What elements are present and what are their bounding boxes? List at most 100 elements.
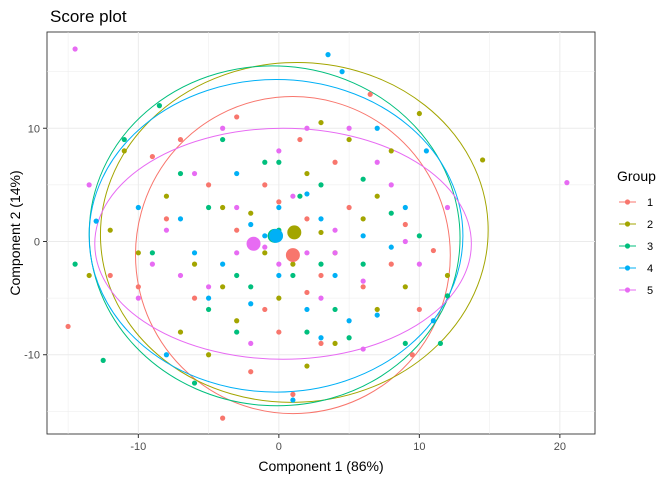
point-group-1 [234,227,240,233]
ellipse-group-1 [135,96,451,415]
legend-title: Group [617,168,656,184]
point-group-3 [121,136,127,143]
point-group-5 [360,278,366,284]
point-group-2 [177,329,184,335]
point-group-3 [402,340,408,347]
point-group-3 [220,136,226,143]
point-group-1 [276,329,282,335]
point-group-2 [191,261,198,267]
legend-label-5: 5 [647,285,653,297]
point-group-4 [388,244,394,250]
y-tick-label: 10 [28,123,40,135]
point-group-4 [234,170,240,177]
point-group-2 [479,157,486,163]
point-group-5 [444,204,451,211]
point-group-1 [318,272,324,279]
ellipse-group-2 [99,62,489,403]
point-group-4 [374,312,380,318]
point-group-4 [248,221,254,228]
point-group-4 [177,216,184,222]
point-group-2 [402,284,408,290]
axes: -10 0 10 20 -10 0 10 [24,123,566,453]
data-points [65,46,570,421]
point-group-3 [234,329,240,335]
point-group-2 [304,363,310,369]
point-group-5 [374,159,380,165]
point-group-1 [388,261,394,267]
point-group-1 [163,216,170,222]
point-group-5 [191,170,198,177]
point-group-1 [416,306,422,313]
point-group-2 [262,250,268,256]
point-group-4 [423,148,429,154]
point-group-3 [360,176,366,182]
confidence-ellipses [88,62,489,415]
legend-label-4: 4 [647,263,653,275]
point-group-3 [248,284,254,290]
legend-key-point-4 [624,265,631,271]
point-group-3 [177,170,184,177]
point-group-1 [318,340,324,347]
point-group-4 [402,204,408,211]
point-group-2 [444,272,451,279]
point-group-2 [121,148,127,154]
legend-key-point-2 [624,221,631,227]
point-group-2 [416,110,422,117]
ellipse-group-5 [94,127,472,360]
point-group-4 [290,397,296,403]
point-group-2 [163,193,170,199]
point-group-4 [248,301,254,307]
group-means [246,225,302,263]
point-group-3 [332,306,338,313]
point-group-4 [360,233,366,239]
point-group-3 [290,272,296,279]
point-group-5 [72,46,78,52]
point-group-1 [248,369,254,375]
point-group-1 [220,415,226,421]
point-group-1 [409,352,415,358]
point-group-5 [86,182,92,188]
point-group-4 [220,261,226,267]
point-group-2 [374,306,380,313]
point-group-5 [564,180,570,186]
point-group-5 [346,125,352,131]
mean-group-5 [246,236,261,251]
point-group-2 [205,352,212,358]
point-group-5 [304,125,310,131]
point-group-3 [444,293,451,299]
point-group-5 [360,346,366,352]
point-group-3 [262,159,268,165]
legend-label-3: 3 [647,241,653,253]
point-group-4 [318,335,324,341]
point-group-3 [191,380,198,386]
point-group-3 [156,103,163,109]
point-group-4 [318,216,324,222]
point-group-1 [262,306,268,313]
point-group-5 [234,250,240,256]
x-tick-label: 10 [413,441,425,453]
point-group-3 [234,272,240,279]
point-group-4 [346,318,352,324]
x-tick-label: 0 [276,441,282,453]
y-tick-label: 0 [34,236,40,248]
point-group-5 [402,238,408,245]
point-group-4 [276,204,282,211]
point-group-5 [205,284,212,290]
point-group-5 [135,295,141,301]
point-group-1 [65,323,71,330]
point-group-1 [234,114,240,120]
ellipse-group-4 [88,79,464,393]
point-group-2 [220,204,226,211]
point-group-5 [332,250,338,256]
point-group-3 [72,261,78,267]
x-tick-label: 20 [554,441,566,453]
point-group-1 [360,284,366,290]
point-group-1 [367,91,373,97]
point-group-3 [416,233,422,239]
point-group-2 [276,295,282,301]
point-group-3 [318,261,324,267]
point-group-1 [304,289,310,296]
point-group-4 [304,191,310,197]
y-axis-title: Component 2 (14%) [7,170,23,295]
